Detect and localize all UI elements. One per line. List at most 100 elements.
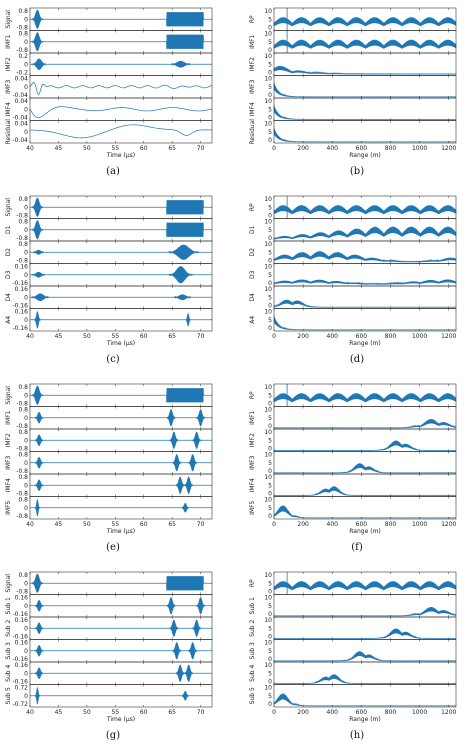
panel-caption: (g): [106, 730, 120, 740]
x-tick-label: 1000: [412, 521, 427, 528]
y-axis-label: RP: [249, 15, 256, 23]
y-tick-label: 5: [268, 84, 272, 91]
x-tick-label: 200: [297, 145, 309, 152]
y-tick-label: 5: [268, 392, 272, 399]
panel-caption: (d): [350, 354, 364, 365]
axis-imf1: 0.80-0.8 IMF1: [5, 406, 213, 430]
series-line: [30, 9, 212, 29]
y-tick-label: -0.8: [16, 589, 28, 596]
y-tick-label: 10: [264, 196, 272, 203]
y-axis-label: D3: [249, 270, 256, 279]
y-tick-label: 10: [264, 53, 272, 60]
y-tick-label: 0.8: [18, 497, 28, 504]
y-tick-label: -0.16: [12, 634, 28, 641]
y-tick-label: 0: [24, 505, 28, 512]
y-tick-label: 5: [268, 16, 272, 23]
panel-c: 0.80-0.8Signal0.80-0.8D10.80-0.8D20.160-…: [5, 195, 213, 365]
y-axis-label: Sub 5: [249, 687, 256, 704]
y-tick-label: 5: [268, 106, 272, 113]
axis-sub-2: 105 0 Sub 2: [249, 616, 457, 641]
series-line: [30, 499, 212, 517]
y-tick-label: 0.16: [15, 640, 29, 647]
y-axis-label: Signal: [5, 10, 12, 29]
axis-d1: 0.80-0.8 D1: [5, 218, 213, 242]
y-tick-label: -0.16: [12, 303, 28, 310]
y-axis-label: IMF1: [249, 410, 256, 424]
series-line: [30, 573, 212, 593]
y-axis-label: Signal: [5, 198, 12, 217]
series-line: [30, 619, 212, 637]
y-tick-label: 0: [268, 679, 272, 686]
x-tick-label: 0: [272, 333, 276, 340]
x-axis-label: Range (m): [349, 716, 380, 723]
y-tick-label: 0: [24, 39, 28, 46]
series-line: [273, 127, 457, 143]
series-line: [30, 642, 212, 660]
x-tick-label: 70: [197, 333, 205, 340]
panel-caption: (h): [350, 730, 364, 740]
panel-f: 1050RP1050IMF11050IMF21050IMF31050IMF410…: [249, 383, 457, 553]
x-tick-label: 55: [111, 709, 119, 716]
series-line: [29, 81, 213, 95]
x-tick-label: 1200: [441, 333, 456, 340]
y-tick-label: 10: [264, 474, 272, 481]
axis-imf4: 105 0 IMF4: [249, 97, 457, 122]
x-tick-label: 0: [272, 709, 276, 716]
y-tick-label: 0: [24, 603, 28, 610]
y-tick-label: 5: [268, 670, 272, 677]
y-tick-label: 0: [268, 235, 272, 242]
y-axis-label: IMF4: [5, 478, 12, 492]
y-tick-label: 0.8: [18, 8, 28, 15]
y-tick-label: 5: [268, 61, 272, 68]
x-tick-label: 600: [356, 521, 368, 528]
y-tick-label: 0.16: [15, 662, 29, 669]
axis-frame: [273, 451, 457, 475]
x-tick-label: 45: [55, 521, 63, 528]
y-tick-label: 5: [268, 625, 272, 632]
series-line: [273, 607, 457, 617]
y-tick-label: 5: [268, 272, 272, 279]
y-tick-label: 0: [268, 701, 272, 708]
y-axis-label: D4: [249, 293, 256, 302]
x-tick-label: 60: [140, 333, 148, 340]
x-tick-label: 400: [327, 709, 339, 716]
axis-frame: [273, 308, 457, 332]
y-tick-label: -0.8: [16, 491, 28, 498]
series-line: [273, 628, 457, 639]
y-tick-label: 5: [268, 227, 272, 234]
axis-frame: [29, 308, 213, 332]
x-tick-label: 50: [83, 145, 91, 152]
x-tick-label: 65: [168, 333, 176, 340]
series-line: [30, 409, 212, 427]
series-line: [273, 463, 457, 474]
axis-imf1: 0.80-0.8 IMF1: [5, 30, 213, 54]
series-line: [30, 687, 212, 705]
y-tick-label: -0.8: [16, 513, 28, 520]
axis-imf4: 0.80 -0.8 IMF4: [5, 473, 213, 498]
y-tick-label: 10: [264, 685, 272, 692]
y-tick-label: 0: [268, 258, 272, 265]
y-tick-label: 10: [264, 429, 272, 436]
y-tick-label: 10: [264, 384, 272, 391]
series-line: [30, 454, 212, 472]
x-tick-label: 800: [385, 333, 397, 340]
y-axis-label: D1: [249, 225, 256, 234]
y-tick-label: 0: [24, 61, 28, 68]
y-tick-label: -0.8: [16, 401, 28, 408]
y-tick-label: 0: [24, 648, 28, 655]
y-axis-label: IMF4: [5, 102, 12, 116]
y-tick-label: 0.2: [18, 53, 28, 60]
y-tick-label: 0: [268, 423, 272, 430]
x-tick-label: 1000: [412, 145, 427, 152]
series-line: [273, 205, 457, 215]
y-axis-label: Residual: [249, 119, 256, 145]
panel-caption: (f): [351, 542, 363, 553]
x-tick-label: 1200: [441, 709, 456, 716]
